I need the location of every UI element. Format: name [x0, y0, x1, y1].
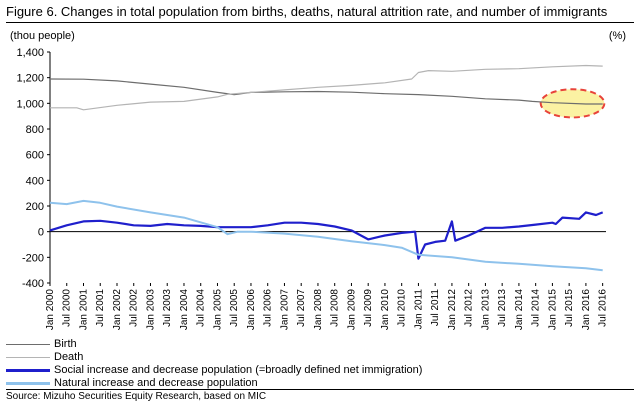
x-tick-label-jul-2013: Jul 2013: [497, 289, 508, 327]
line-chart: 1,4001,2001,0008006004002000-200-400Jan …: [16, 47, 609, 331]
y-tick-label-2: 1,000: [16, 98, 44, 110]
x-tick-label-jul-2014: Jul 2014: [531, 289, 542, 327]
y-tick-label-3: 800: [26, 124, 44, 136]
x-tick-label-jan-2003: Jan 2003: [145, 289, 156, 331]
x-tick-label-jul-2001: Jul 2001: [95, 289, 106, 327]
y-tick-label-4: 600: [26, 150, 44, 162]
x-tick-label-jul-2008: Jul 2008: [330, 289, 341, 327]
source-note: Source: Mizuho Securities Equity Researc…: [6, 391, 267, 402]
x-tick-label-jan-2000: Jan 2000: [45, 289, 56, 331]
y-tick-label-8: -200: [22, 252, 44, 264]
y-tick-label-7: 0: [38, 227, 44, 239]
legend-item-death: Death: [6, 351, 422, 364]
legend-swatch-social: [6, 369, 50, 372]
x-tick-label-jul-2007: Jul 2007: [296, 289, 307, 327]
series-line-birth: [49, 78, 603, 105]
x-tick-label-jul-2016: Jul 2016: [598, 289, 609, 327]
x-tick-label-jan-2013: Jan 2013: [480, 289, 491, 331]
source-rule: [6, 389, 634, 390]
x-tick-label-jul-2009: Jul 2009: [363, 289, 374, 327]
legend-swatch-birth: [6, 344, 50, 345]
x-tick-label-jan-2009: Jan 2009: [346, 289, 357, 331]
x-tick-label-jan-2005: Jan 2005: [212, 289, 223, 331]
y-tick-label-5: 400: [26, 175, 44, 187]
legend-item-birth: Birth: [6, 338, 422, 351]
y-axis-unit-right: (%): [608, 30, 626, 42]
x-tick-label-jul-2006: Jul 2006: [263, 289, 274, 327]
x-tick-label-jan-2014: Jan 2014: [514, 289, 525, 331]
x-tick-label-jan-2011: Jan 2011: [413, 289, 424, 330]
x-tick-label-jan-2004: Jan 2004: [179, 289, 190, 331]
x-tick-label-jul-2010: Jul 2010: [397, 289, 408, 327]
title-underline: [6, 22, 634, 23]
series-line-social-increase: [49, 211, 604, 260]
x-tick-label-jan-2008: Jan 2008: [313, 289, 324, 331]
x-tick-label-jul-2012: Jul 2012: [464, 289, 475, 327]
figure-title: Figure 6. Changes in total population fr…: [6, 4, 608, 19]
y-tick-label-9: -400: [22, 278, 44, 290]
x-tick-label-jul-2011: Jul 2011: [430, 289, 441, 327]
series-line-natural-increase: [49, 199, 603, 272]
x-tick-label-jan-2006: Jan 2006: [246, 289, 257, 331]
x-tick-label-jul-2015: Jul 2015: [564, 289, 575, 327]
legend-label-social: Social increase and decrease population …: [54, 364, 423, 376]
x-tick-label-jan-2010: Jan 2010: [380, 289, 391, 331]
legend-label-natural: Natural increase and decrease population: [54, 377, 258, 389]
x-tick-label-jan-2001: Jan 2001: [78, 289, 89, 331]
legend-swatch-death: [6, 357, 50, 358]
y-tick-label-6: 200: [26, 201, 44, 213]
x-tick-label-jan-2002: Jan 2002: [112, 289, 123, 331]
y-tick-label-1: 1,200: [16, 73, 44, 85]
series-line-death: [50, 64, 603, 111]
x-tick-label-jan-2007: Jan 2007: [279, 289, 290, 331]
legend-item-natural: Natural increase and decrease population: [6, 377, 422, 390]
legend-item-social: Social increase and decrease population …: [6, 364, 422, 377]
x-tick-label-jul-2005: Jul 2005: [229, 289, 240, 327]
legend-label-birth: Birth: [54, 338, 77, 350]
x-tick-label-jan-2012: Jan 2012: [447, 289, 458, 331]
x-tick-label-jul-2000: Jul 2000: [62, 289, 73, 327]
legend-label-death: Death: [54, 351, 84, 363]
legend: Birth Death Social increase and decrease…: [6, 338, 422, 390]
x-tick-label-jan-2015: Jan 2015: [547, 289, 558, 331]
x-tick-label-jul-2002: Jul 2002: [129, 289, 140, 327]
legend-swatch-natural: [6, 382, 50, 385]
y-tick-label-0: 1,400: [16, 47, 44, 59]
x-tick-label-jul-2003: Jul 2003: [162, 289, 173, 327]
y-axis-unit-left: (thou people): [10, 30, 75, 42]
x-tick-label-jan-2016: Jan 2016: [581, 289, 592, 331]
x-tick-label-jul-2004: Jul 2004: [196, 289, 207, 327]
